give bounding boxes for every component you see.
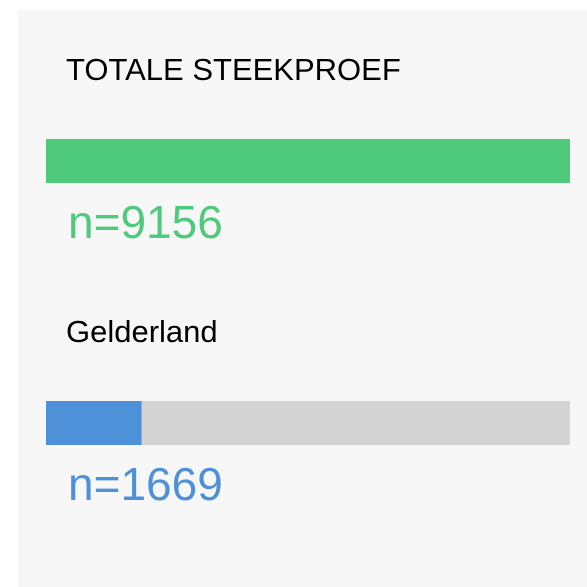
value-label: n=1669 [68, 458, 223, 510]
category-label: Gelderland [66, 314, 218, 349]
panel [18, 10, 587, 587]
bar [46, 139, 570, 183]
bar [46, 401, 142, 445]
category-label: TOTALE STEEKPROEF [66, 52, 401, 87]
value-label: n=9156 [68, 196, 223, 248]
